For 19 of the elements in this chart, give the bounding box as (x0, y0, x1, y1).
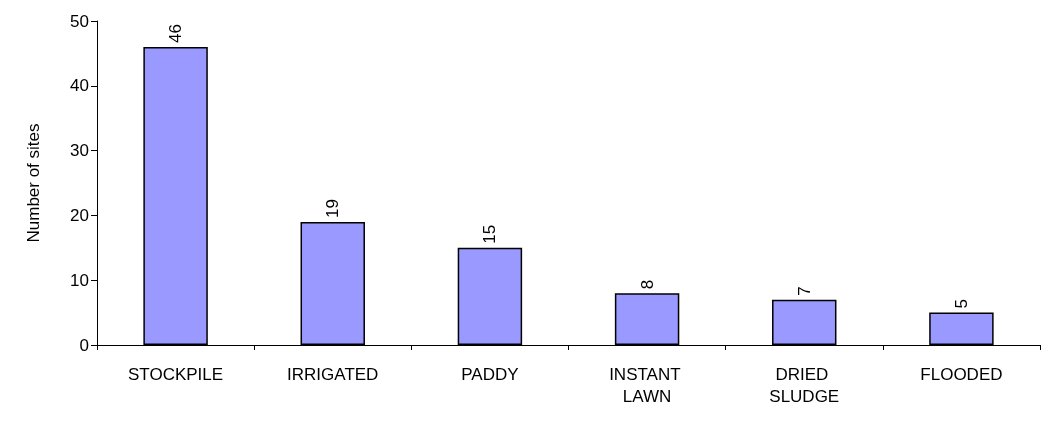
data-label: 15 (480, 224, 500, 244)
y-axis-title: Number of sites (24, 123, 43, 243)
data-label: 8 (637, 279, 657, 290)
data-label: 5 (951, 299, 971, 309)
data-label: 19 (323, 198, 343, 218)
data-label: 7 (794, 286, 814, 296)
y-tick-label: 10 (70, 270, 89, 290)
y-tick-label: 40 (70, 76, 89, 96)
x-tick-label: STOCKPILE (128, 364, 224, 384)
y-tick-label: 20 (70, 205, 89, 225)
x-tick-label: DRIED SLUDGE (769, 364, 840, 406)
x-tick-label: PADDY (461, 364, 519, 384)
data-label: 46 (166, 24, 186, 43)
y-tick-label: 0 (79, 335, 89, 355)
x-tick-label: FLOODED (920, 364, 1003, 384)
y-tick-label: 50 (70, 11, 89, 31)
y-tick-label: 30 (70, 141, 89, 161)
x-tick-label: INSTANT LAWN (609, 364, 686, 406)
x-tick-label: IRRIGATED (287, 364, 379, 384)
